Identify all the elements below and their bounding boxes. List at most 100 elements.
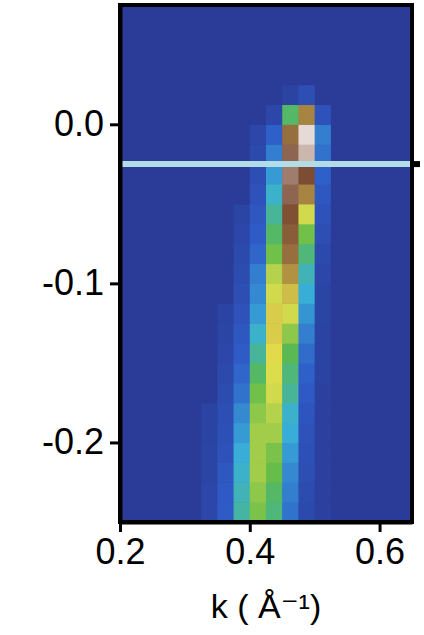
heatmap-cell <box>217 462 234 482</box>
heatmap-cell <box>217 363 234 383</box>
heatmap-cell <box>250 423 267 443</box>
heatmap-cell <box>201 45 218 65</box>
heatmap-cell <box>331 502 348 522</box>
heatmap-cell <box>234 383 251 403</box>
heatmap-cell <box>201 164 218 184</box>
heatmap-cell <box>250 164 267 184</box>
tick: 0.2 <box>95 522 145 572</box>
heatmap-cell <box>298 204 315 224</box>
heatmap-cell <box>120 164 137 184</box>
heatmap-cell <box>120 482 137 502</box>
heatmap-cell <box>380 25 397 45</box>
heatmap-cell <box>331 363 348 383</box>
heatmap-cell <box>347 383 364 403</box>
heatmap-cell <box>152 343 169 363</box>
heatmap-cell <box>136 323 153 343</box>
heatmap-cell <box>363 65 380 85</box>
heatmap-cell <box>185 45 202 65</box>
heatmap-cell <box>315 403 332 423</box>
heatmap-cell <box>363 403 380 423</box>
heatmap-cell <box>136 264 153 284</box>
heatmap-cell <box>217 502 234 522</box>
heatmap-cell <box>234 104 251 124</box>
heatmap-cell <box>120 502 137 522</box>
heatmap-cell <box>266 283 283 303</box>
heatmap-cell <box>120 45 137 65</box>
heatmap-cell <box>380 323 397 343</box>
heatmap-cell <box>120 403 137 423</box>
heatmap-cell <box>266 25 283 45</box>
heatmap-cell <box>152 184 169 204</box>
heatmap-cell <box>266 403 283 423</box>
heatmap-cell <box>396 224 412 244</box>
heatmap-cell <box>266 224 283 244</box>
heatmap-cell <box>298 323 315 343</box>
heatmap-cell <box>396 442 412 462</box>
heatmap-cell <box>185 482 202 502</box>
heatmap-cell <box>120 462 137 482</box>
heatmap-cell <box>169 363 186 383</box>
heatmap-cell <box>152 104 169 124</box>
heatmap-cell <box>217 303 234 323</box>
heatmap-cell <box>234 403 251 423</box>
heatmap-cell <box>315 442 332 462</box>
heatmap-cell <box>363 303 380 323</box>
heatmap-cell <box>217 224 234 244</box>
heatmap-cell <box>298 363 315 383</box>
heatmap-cell <box>347 283 364 303</box>
tick-label: 0.0 <box>54 103 104 144</box>
heatmap-cell <box>282 45 299 65</box>
tick: 0.4 <box>225 522 275 572</box>
heatmap-cell <box>217 244 234 264</box>
heatmap-cell <box>250 204 267 224</box>
heatmap-cell <box>298 462 315 482</box>
heatmap-cell <box>201 283 218 303</box>
heatmap-cell <box>363 204 380 224</box>
heatmap-cell <box>331 482 348 502</box>
heatmap-cell <box>250 383 267 403</box>
heatmap-cell <box>315 184 332 204</box>
heatmap-cell <box>234 462 251 482</box>
heatmap-cell <box>250 224 267 244</box>
heatmap-cell <box>234 323 251 343</box>
heatmap-cell <box>136 85 153 105</box>
heatmap-cell <box>363 85 380 105</box>
heatmap-cell <box>396 204 412 224</box>
heatmap-cell <box>380 104 397 124</box>
heatmap-cell <box>217 25 234 45</box>
heatmap-cell <box>201 403 218 423</box>
heatmap-cell <box>120 224 137 244</box>
heatmap-cell <box>298 124 315 144</box>
heatmap-cell <box>217 65 234 85</box>
heatmap-cell <box>380 403 397 423</box>
plot-background <box>120 5 412 522</box>
heatmap-cell <box>169 224 186 244</box>
heatmap-cell <box>120 85 137 105</box>
heatmap <box>120 5 412 522</box>
heatmap-cell <box>347 85 364 105</box>
heatmap-cell <box>217 343 234 363</box>
heatmap-cell <box>315 204 332 224</box>
heatmap-cell <box>120 124 137 144</box>
heatmap-cell <box>136 184 153 204</box>
heatmap-cell <box>282 283 299 303</box>
heatmap-cell <box>185 164 202 184</box>
heatmap-cell <box>152 264 169 284</box>
heatmap-cell <box>396 303 412 323</box>
heatmap-cell <box>396 85 412 105</box>
heatmap-cell <box>185 224 202 244</box>
plot-frame <box>120 5 412 522</box>
heatmap-cell <box>315 283 332 303</box>
heatmap-cell <box>250 502 267 522</box>
heatmap-cell <box>380 303 397 323</box>
heatmap-cell <box>152 403 169 423</box>
heatmap-cell <box>120 5 137 25</box>
heatmap-cell <box>217 283 234 303</box>
heatmap-cell <box>234 25 251 45</box>
heatmap-cell <box>217 104 234 124</box>
heatmap-cell <box>201 442 218 462</box>
heatmap-cell <box>298 283 315 303</box>
heatmap-cell <box>234 164 251 184</box>
heatmap-cell <box>152 65 169 85</box>
heatmap-cell <box>331 323 348 343</box>
